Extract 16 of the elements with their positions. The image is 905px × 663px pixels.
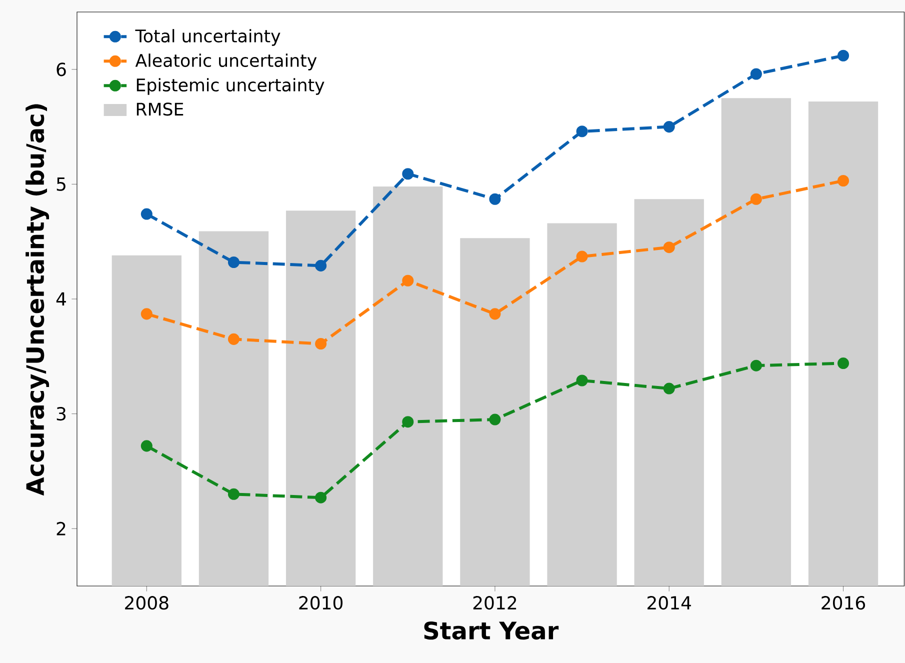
y-tick-label: 6	[56, 62, 66, 76]
legend-label: Aleatoric uncertainty	[135, 54, 317, 70]
y-tick-label: 3	[56, 406, 66, 421]
x-tick-label: 2014	[648, 596, 691, 610]
x-tick-label: 2012	[473, 596, 516, 610]
x-tick-label: 2008	[125, 596, 168, 610]
x-tick-label: 2010	[299, 596, 343, 610]
x-axis-title: Start Year	[424, 621, 559, 640]
y-tick-label: 5	[56, 178, 66, 191]
legend-label: Total uncertainty	[135, 29, 280, 46]
legend-label: Epistemic uncertainty	[136, 78, 324, 95]
y-tick-label: 4	[56, 292, 66, 306]
y-tick-label: 2	[56, 522, 66, 536]
y-axis-title: Accuracy/Uncertainty (bu/ac)	[26, 104, 50, 496]
x-tick-label: 2016	[822, 596, 866, 610]
legend-label: RMSE	[136, 102, 184, 116]
